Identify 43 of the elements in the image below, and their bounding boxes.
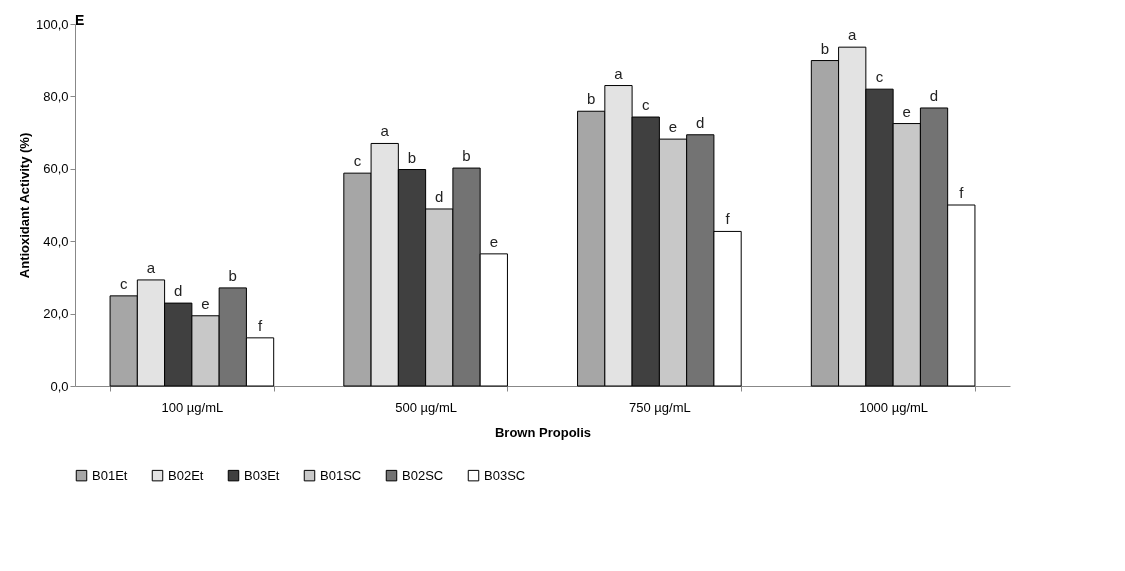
y-tick-label: 60,0 <box>43 161 69 177</box>
data-label: d <box>435 187 444 205</box>
data-label: a <box>848 26 858 44</box>
y-tick-label: 80,0 <box>43 88 69 104</box>
data-label: e <box>668 118 678 136</box>
data-label: c <box>353 152 362 170</box>
x-tick-label: 1000 µg/mL <box>859 399 929 415</box>
data-label: b <box>587 90 596 108</box>
x-tick-label: 750 µg/mL <box>629 399 691 415</box>
data-label: d <box>929 86 939 104</box>
x-tick-label: 500 µg/mL <box>395 399 457 415</box>
legend-label: B01SC <box>320 467 362 483</box>
data-label: b <box>228 266 237 284</box>
data-label: d <box>174 282 183 300</box>
data-label: e <box>201 294 210 312</box>
data-label: e <box>489 232 498 250</box>
legend-label: B02Et <box>168 467 204 483</box>
data-label: f <box>959 184 965 201</box>
chart-title: E <box>75 12 85 28</box>
data-label: e <box>902 102 911 120</box>
x-axis-title: Brown Propolis <box>494 424 592 440</box>
legend-label: B03SC <box>484 467 526 483</box>
data-label: a <box>614 64 624 82</box>
data-label: f <box>725 210 731 228</box>
legend-label: B01Et <box>92 467 128 483</box>
y-tick-label: 100,0 <box>35 16 69 32</box>
data-label: c <box>641 96 650 114</box>
data-label: d <box>696 113 705 131</box>
x-tick-label: 100 µg/mL <box>161 399 224 415</box>
y-axis-title: Antioxidant Activity (%) <box>16 132 32 279</box>
y-tick-label: 20,0 <box>43 306 69 322</box>
y-tick-label: 40,0 <box>43 233 69 249</box>
y-tick-label: 0,0 <box>50 378 69 394</box>
legend-label: B03Et <box>244 467 280 483</box>
legend-label: B02SC <box>402 467 444 483</box>
data-label: b <box>820 39 830 57</box>
data-label: b <box>407 148 417 166</box>
data-label: c <box>119 274 128 292</box>
data-label: b <box>462 147 471 165</box>
data-label: a <box>380 122 390 140</box>
data-label: a <box>146 258 156 276</box>
data-label: f <box>257 316 263 334</box>
data-label: c <box>875 68 884 86</box>
